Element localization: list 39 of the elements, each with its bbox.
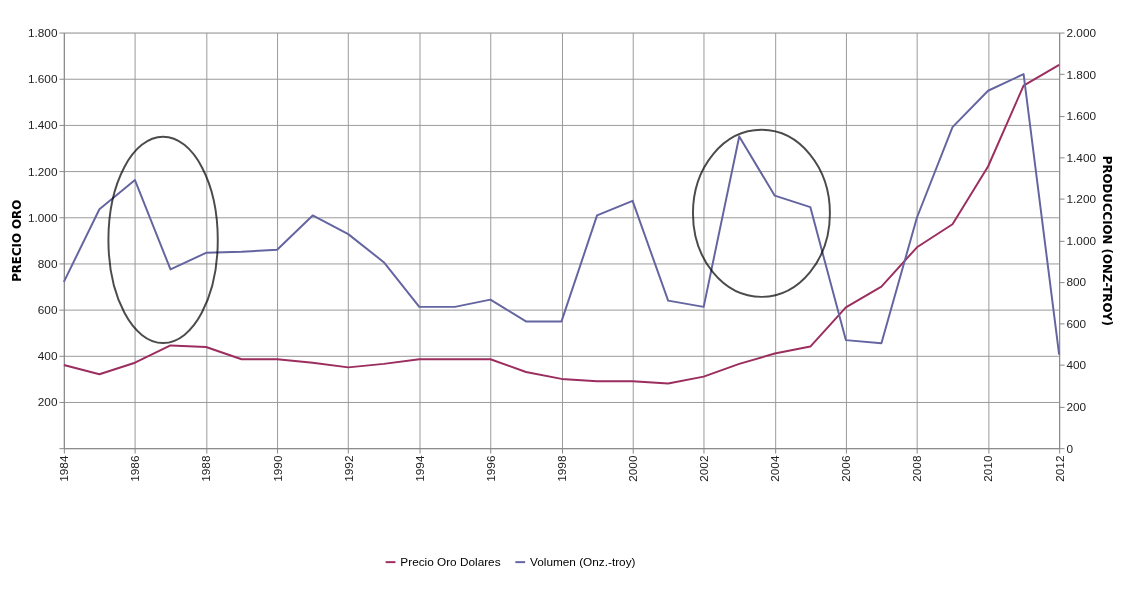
y2-tick-label: 0 xyxy=(1066,441,1074,455)
y-axis-title: PRECIO ORO xyxy=(10,199,25,282)
x-tick-label: 2008 xyxy=(910,455,924,482)
x-tick-label: 1994 xyxy=(412,455,426,482)
y-tick-label: 800 xyxy=(37,256,58,270)
y2-tick-label: 600 xyxy=(1066,316,1087,330)
y-tick-label: 1.800 xyxy=(27,25,58,39)
x-tick-label: 2002 xyxy=(697,455,711,482)
x-tick-label: 2000 xyxy=(626,455,640,482)
y-tick-label: 1.000 xyxy=(27,210,58,224)
x-tick-label: 2006 xyxy=(839,455,853,482)
x-tick-label: 2004 xyxy=(768,455,782,482)
legend-label: Precio Oro Dolares xyxy=(400,555,501,569)
y2-axis-title: PRODUCCION (ONZ-TROY) xyxy=(1099,155,1114,326)
y-tick-label: 1.200 xyxy=(27,164,58,178)
x-tick-label: 1998 xyxy=(554,455,568,482)
y2-tick-label: 2.000 xyxy=(1066,25,1097,39)
y-tick-label: 1.400 xyxy=(27,118,58,132)
y2-tick-label: 800 xyxy=(1066,275,1087,289)
x-tick-label: 2012 xyxy=(1052,455,1066,482)
y2-tick-label: 400 xyxy=(1066,358,1087,372)
x-tick-label: 1988 xyxy=(199,455,213,482)
y-tick-label: 400 xyxy=(37,349,58,363)
y2-tick-label: 1.000 xyxy=(1066,233,1097,247)
y2-tick-label: 1.600 xyxy=(1066,109,1097,123)
y-tick-label: 200 xyxy=(37,395,58,409)
y-tick-label: 1.600 xyxy=(27,72,58,86)
x-tick-label: 1990 xyxy=(270,455,284,482)
y2-tick-label: 1.200 xyxy=(1066,192,1097,206)
y2-tick-label: 1.800 xyxy=(1066,67,1097,81)
legend-label: Volumen (Onz.-troy) xyxy=(530,555,636,569)
x-tick-label: 2010 xyxy=(981,455,995,482)
x-tick-label: 1986 xyxy=(128,455,142,482)
x-tick-label: 1992 xyxy=(341,455,355,482)
y2-tick-label: 1.400 xyxy=(1066,150,1097,164)
x-tick-label: 1996 xyxy=(483,455,497,482)
y2-tick-label: 200 xyxy=(1066,400,1087,414)
x-tick-label: 1984 xyxy=(57,455,71,482)
y-tick-label: 600 xyxy=(37,303,58,317)
